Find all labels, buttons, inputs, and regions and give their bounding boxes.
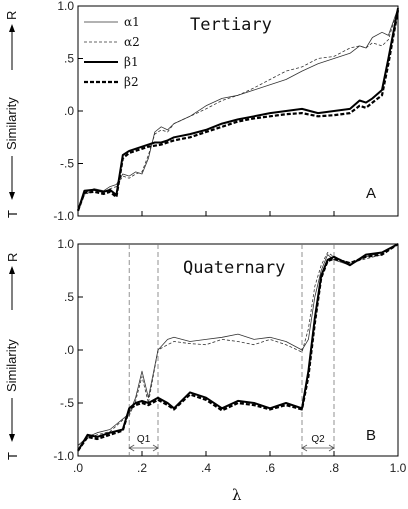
panel-a-y-tick-label: -.5 bbox=[60, 157, 74, 171]
panel-a-series-alpha2 bbox=[77, 7, 399, 211]
x-axis-label: λ bbox=[232, 486, 242, 504]
legend-label-beta2: β2 bbox=[124, 75, 139, 89]
panel-a-y-tick-label: .0 bbox=[64, 104, 74, 118]
panel-b-x-ticks: .0 .2 .4 .6 .8 1.0 bbox=[73, 451, 407, 475]
legend: α1 α2 β1 β2 bbox=[84, 15, 140, 89]
x-tick-label: .8 bbox=[329, 461, 339, 475]
panel-a-letter: A bbox=[366, 185, 376, 202]
panel-b-y-ticks: 1.0 .5 .0 -.5 -1.0 bbox=[53, 237, 83, 463]
panel-a-down-arrow-icon bbox=[9, 192, 15, 200]
panel-b-y-tick-label: .0 bbox=[64, 343, 74, 357]
panel-b-down-arrow-icon bbox=[9, 434, 15, 442]
panel-a-ylabel: Similarity bbox=[4, 97, 19, 150]
panel-a-t-label: T bbox=[5, 210, 20, 218]
panel-b-series-beta2 bbox=[77, 243, 399, 452]
panel-a-y-tick-label: 1.0 bbox=[57, 0, 74, 13]
range-q1-label: Q1 bbox=[137, 434, 151, 445]
panel-a-up-arrow-icon bbox=[9, 24, 15, 32]
x-tick-label: 1.0 bbox=[390, 461, 407, 475]
legend-label-alpha1: α1 bbox=[124, 15, 140, 29]
panel-b-ylabel: Similarity bbox=[4, 339, 19, 392]
x-tick-label: .0 bbox=[73, 461, 83, 475]
legend-label-alpha2: α2 bbox=[124, 35, 140, 49]
panel-b-series-group bbox=[77, 243, 399, 452]
panel-b-letter: B bbox=[366, 427, 376, 444]
panel-b: Q1 Q2 1.0 .5 .0 -.5 -1.0 .0 .2 .4 .6 .8 1.0 Quater… bbox=[4, 237, 407, 504]
x-tick-label: .6 bbox=[265, 461, 275, 475]
range-q1-arrow-icon bbox=[128, 444, 159, 452]
panel-b-up-arrow-icon bbox=[9, 266, 15, 274]
legend-label-beta1: β1 bbox=[124, 55, 139, 69]
panel-a-y-tick-label: -1.0 bbox=[53, 209, 74, 223]
panel-a: 1.0.5.0-.5-1.0 Tertiary A α1 α2 β1 β2 R … bbox=[4, 0, 400, 223]
panel-b-y-tick-label: 1.0 bbox=[57, 237, 74, 251]
panel-b-title: Quaternary bbox=[183, 258, 285, 278]
x-tick-label: .2 bbox=[137, 461, 147, 475]
panel-b-r-label: R bbox=[5, 253, 20, 262]
panel-a-series-group bbox=[76, 7, 400, 212]
panel-a-series-beta2 bbox=[76, 10, 400, 212]
panel-a-y-ticks: 1.0 .5 .0 -.5 -1.0 bbox=[53, 0, 399, 223]
x-tick-label: .4 bbox=[201, 461, 211, 475]
panel-b-y-tick-label: .5 bbox=[64, 290, 74, 304]
panel-a-y-tick-label: .5 bbox=[64, 52, 74, 66]
panel-a-title: Tertiary bbox=[190, 15, 272, 35]
panel-a-r-label: R bbox=[4, 11, 19, 20]
panel-b-t-label: T bbox=[5, 452, 20, 460]
range-q2-arrow-icon bbox=[301, 444, 335, 452]
panel-b-y-tick-label: -.5 bbox=[60, 396, 74, 410]
range-q2-label: Q2 bbox=[311, 434, 325, 445]
panel-b-y-tick-label: -1.0 bbox=[53, 449, 74, 463]
